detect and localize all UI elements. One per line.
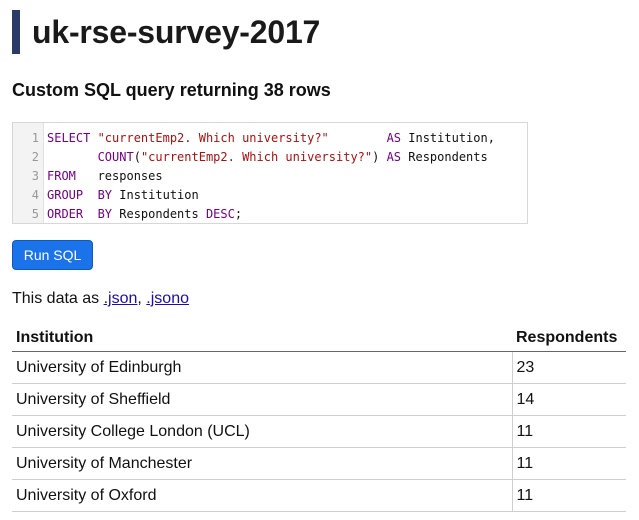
results-table: Institution Respondents University of Ed…	[12, 324, 626, 512]
run-sql-button[interactable]: Run SQL	[12, 240, 93, 270]
code-line: 4 GROUP BY Institution	[13, 186, 495, 205]
sql-string: "currentEmp2. Which university?"	[97, 131, 329, 145]
institution-cell: University of Edinburgh	[12, 351, 512, 384]
line-number: 4	[31, 188, 39, 202]
sql-keyword: FROM	[47, 169, 76, 183]
sql-keyword: BY	[97, 188, 113, 202]
sql-text: Respondents	[112, 207, 206, 221]
sql-text: )	[372, 150, 387, 164]
sql-keyword: BY	[97, 207, 113, 221]
sql-string: "currentEmp2. Which university?"	[140, 150, 373, 164]
code-line: 5 ORDER BY Respondents DESC;	[13, 205, 495, 224]
respondents-cell: 11	[511, 447, 626, 480]
json-link[interactable]: .json	[103, 290, 138, 307]
sql-text	[47, 150, 98, 164]
export-separator: ,	[137, 290, 147, 307]
sql-keyword: AS	[386, 131, 402, 145]
sql-keyword: GROUP	[47, 188, 84, 202]
institution-cell: University of Manchester	[12, 447, 512, 480]
sql-keyword: DESC	[205, 207, 235, 221]
sql-text	[83, 188, 97, 202]
page-title: uk-rse-survey-2017	[32, 13, 321, 50]
respondents-cell: 23	[511, 351, 626, 384]
column-header-respondents[interactable]: Respondents	[512, 324, 626, 352]
line-number-gutter	[13, 123, 44, 223]
sql-text	[329, 131, 387, 145]
code-line: 1 SELECT "currentEmp2. Which university?"…	[13, 129, 495, 148]
table-row: University of Manchester 11	[12, 447, 626, 480]
sql-keyword: ORDER	[47, 207, 84, 221]
table-header-row: Institution Respondents	[12, 324, 626, 352]
page-header: uk-rse-survey-2017	[12, 10, 320, 54]
query-heading: Custom SQL query returning 38 rows	[12, 80, 331, 100]
sql-keyword: COUNT	[97, 150, 134, 164]
table-row: University of Edinburgh 23	[12, 351, 626, 384]
title-accent-bar	[12, 10, 20, 54]
sql-text: (	[133, 150, 141, 164]
respondents-cell: 11	[511, 479, 626, 512]
respondents-cell: 11	[511, 415, 626, 448]
respondents-cell: 14	[511, 383, 626, 416]
sql-keyword: AS	[386, 150, 402, 164]
sql-text: Institution	[112, 188, 199, 202]
table-row: University College London (UCL) 11	[12, 415, 626, 448]
sql-text	[83, 207, 97, 221]
sql-editor[interactable]: 1 SELECT "currentEmp2. Which university?"…	[12, 122, 528, 224]
sql-text: Institution,	[401, 131, 495, 145]
code-line: 2 COUNT("currentEmp2. Which university?"…	[13, 148, 495, 167]
institution-cell: University of Oxford	[12, 479, 512, 512]
sql-code[interactable]: 1 SELECT "currentEmp2. Which university?"…	[13, 129, 495, 224]
jsono-link[interactable]: .jsono	[146, 290, 189, 307]
line-number: 2	[31, 150, 39, 164]
code-line: 3 FROM responses	[13, 167, 495, 186]
sql-text: ;	[234, 207, 243, 221]
sql-text: responses	[75, 169, 163, 183]
export-prefix: This data as	[12, 290, 104, 307]
table-row: University of Sheffield 14	[12, 383, 626, 416]
line-number: 1	[31, 131, 39, 145]
export-links: This data as .json, .jsono	[12, 290, 189, 308]
column-header-institution[interactable]: Institution	[12, 324, 512, 352]
table-row: University of Oxford 11	[12, 479, 626, 512]
sql-keyword: SELECT	[47, 131, 98, 145]
institution-cell: University of Sheffield	[12, 383, 512, 416]
line-number: 3	[31, 169, 39, 183]
sql-text: Respondents	[401, 150, 488, 164]
institution-cell: University College London (UCL)	[12, 415, 512, 448]
line-number: 5	[31, 207, 39, 221]
